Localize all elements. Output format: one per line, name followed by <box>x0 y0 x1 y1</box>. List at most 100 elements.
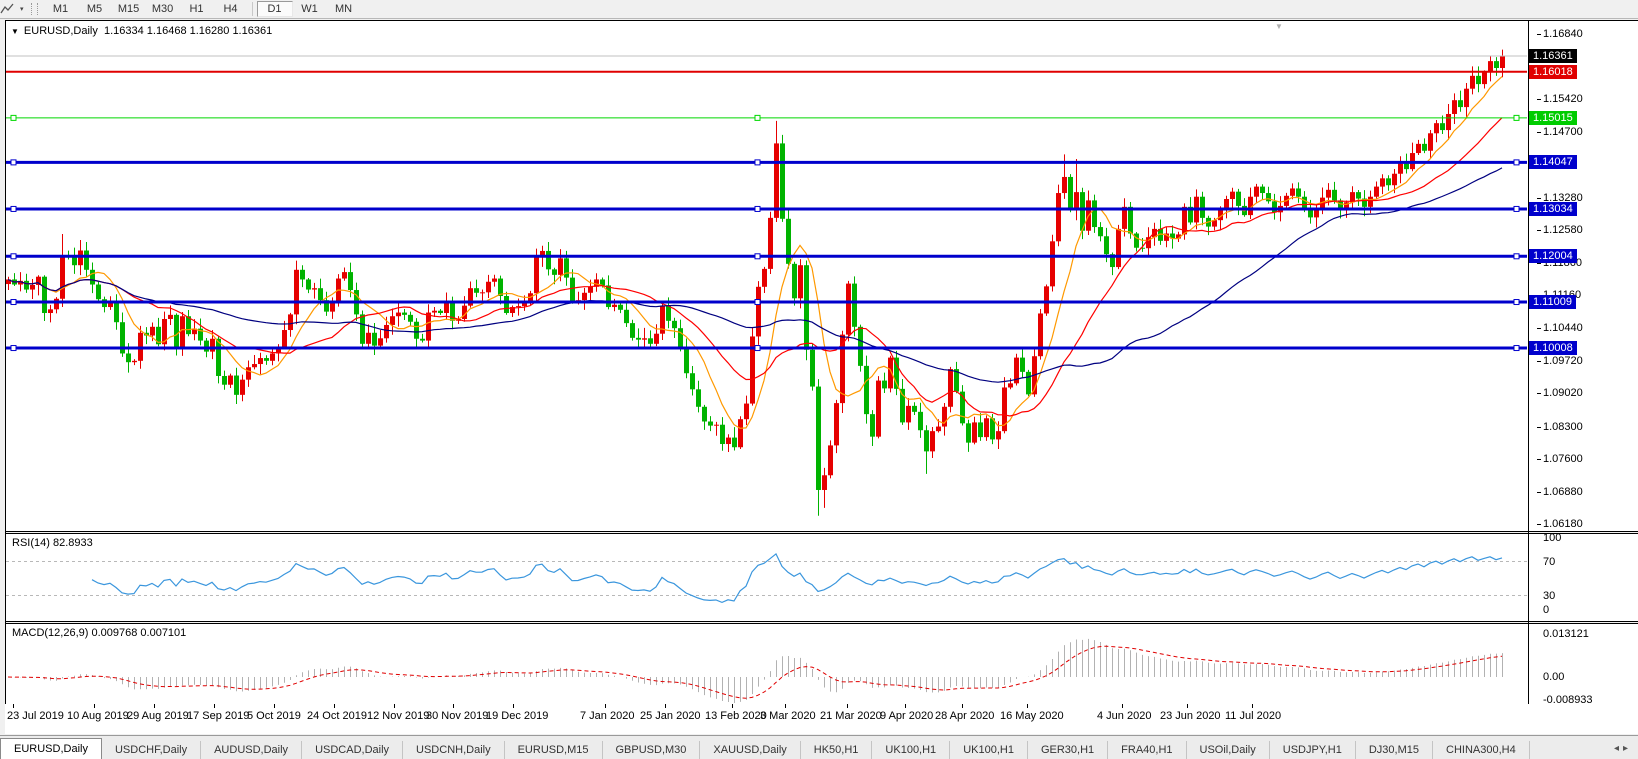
timeframe-button-MN[interactable]: MN <box>334 3 353 15</box>
price-tick-label: 1.09720 <box>1543 355 1583 368</box>
chart-tab-GER30-H1[interactable]: GER30,H1 <box>1028 741 1109 759</box>
date-tick <box>274 704 275 708</box>
timeframe-button-D1[interactable]: D1 <box>256 1 293 17</box>
price-tick <box>1537 132 1541 134</box>
panel-divider[interactable] <box>6 621 1638 622</box>
chart-tab-CHINA300-H4[interactable]: CHINA300,H4 <box>1433 741 1530 759</box>
date-label: 28 Apr 2020 <box>935 710 995 722</box>
chart-tab-UK100-H1[interactable]: UK100,H1 <box>872 741 951 759</box>
chart-tab-EURUSD-M15[interactable]: EURUSD,M15 <box>505 741 603 759</box>
line-anchor-handle[interactable] <box>754 114 761 121</box>
rsi-label: RSI(14) 82.8933 <box>12 537 93 549</box>
line-anchor-handle[interactable] <box>1513 205 1520 212</box>
toolbar-dropdown-icon[interactable]: ▾ <box>20 6 24 13</box>
date-tick <box>785 704 786 708</box>
line-anchor-handle[interactable] <box>10 205 17 212</box>
date-tick <box>1027 704 1028 708</box>
price-tick <box>1537 262 1541 264</box>
date-tick <box>962 704 963 708</box>
chart-tab-USDJPY-H1[interactable]: USDJPY,H1 <box>1270 741 1356 759</box>
date-tick <box>1252 704 1253 708</box>
line-anchor-handle[interactable] <box>1513 345 1520 352</box>
date-axis[interactable]: 23 Jul 2019 10 Aug 2019 29 Aug 2019 17 Sep … <box>5 704 1638 734</box>
current-price-label: 1.16361 <box>1529 49 1577 64</box>
date-label: 30 Nov 2019 <box>426 710 489 722</box>
timeframe-button-M15[interactable]: M15 <box>117 3 140 15</box>
panel-divider[interactable] <box>6 531 1638 532</box>
chart-tab-HK50-H1[interactable]: HK50,H1 <box>801 741 873 759</box>
line-studies-icon[interactable] <box>0 1 20 17</box>
line-anchor-handle[interactable] <box>754 253 761 260</box>
date-tick <box>334 704 335 708</box>
chart-tab-FRA40-H1[interactable]: FRA40,H1 <box>1108 741 1187 759</box>
line-anchor-handle[interactable] <box>10 114 17 121</box>
chart-tab-GBPUSD-M30[interactable]: GBPUSD,M30 <box>603 741 701 759</box>
chart-tab-DJ30-M15[interactable]: DJ30,M15 <box>1356 741 1433 759</box>
price-tick <box>1537 426 1541 428</box>
chart-tab-XAUUSD-Daily[interactable]: XAUUSD,Daily <box>700 741 801 759</box>
date-tick <box>513 704 514 708</box>
price-tick-label: 1.10440 <box>1543 322 1583 335</box>
timeframe-toolbar: ▾ M1 M5 M15 M30 H1 H4 D1 W1 MN <box>0 0 1638 19</box>
price-tick <box>1537 491 1541 493</box>
toolbar-grip-handle[interactable] <box>30 3 38 15</box>
panel-divider[interactable] <box>6 533 1638 534</box>
date-label: 3 Mar 2020 <box>760 710 816 722</box>
line-anchor-handle[interactable] <box>754 205 761 212</box>
line-anchor-handle[interactable] <box>1513 253 1520 260</box>
line-anchor-handle[interactable] <box>1513 159 1520 166</box>
price-tick-label: 1.15420 <box>1543 93 1583 106</box>
date-tick <box>665 704 666 708</box>
line-anchor-handle[interactable] <box>10 159 17 166</box>
chart-shift-marker-icon[interactable]: ▼ <box>1275 22 1283 31</box>
chart-tab-EURUSD-Daily[interactable]: EURUSD,Daily <box>0 738 102 759</box>
chart-tab-USDCHF-Daily[interactable]: USDCHF,Daily <box>102 741 202 759</box>
rsi-chart[interactable] <box>6 534 1528 621</box>
chart-tab-USDCNH-Daily[interactable]: USDCNH,Daily <box>403 741 505 759</box>
price-tick-label: 1.09020 <box>1543 387 1583 400</box>
macd-axis-label: 0.013121 <box>1543 627 1589 640</box>
macd-histogram <box>14 638 1503 703</box>
timeframe-button-M5[interactable]: M5 <box>86 3 103 15</box>
ma-50-line[interactable] <box>7 167 1503 383</box>
price-tick-label: 1.06880 <box>1543 485 1583 498</box>
chart-tab-USDCAD-Daily[interactable]: USDCAD,Daily <box>302 741 404 759</box>
timeframe-button-H4[interactable]: H4 <box>223 3 238 15</box>
macd-chart[interactable] <box>6 624 1528 704</box>
chart-tab-AUDUSD-Daily[interactable]: AUDUSD,Daily <box>201 741 303 759</box>
timeframe-button-W1[interactable]: W1 <box>301 3 318 15</box>
candlestick-chart[interactable] <box>6 23 1528 531</box>
line-anchor-handle[interactable] <box>10 253 17 260</box>
panel-divider[interactable] <box>6 623 1638 624</box>
symbol-dropdown-icon[interactable]: ▼ <box>11 27 19 36</box>
date-label: 24 Oct 2019 <box>307 710 367 722</box>
chart-title-text: EURUSD,Daily 1.16334 1.16468 1.16280 1.1… <box>23 25 273 37</box>
price-tick <box>1537 361 1541 363</box>
line-anchor-handle[interactable] <box>1513 114 1520 121</box>
date-label: 13 Feb 2020 <box>705 710 767 722</box>
line-anchor-handle[interactable] <box>10 299 17 306</box>
timeframe-button-M30[interactable]: M30 <box>151 3 174 15</box>
tab-scroll-next-icon[interactable]: ▸ <box>1622 742 1632 754</box>
chart-tab-UK100-H1[interactable]: UK100,H1 <box>950 741 1028 759</box>
line-anchor-handle[interactable] <box>1513 299 1520 306</box>
date-label: 11 Jul 2020 <box>1225 710 1282 722</box>
timeframe-buttons: M1 M5 M15 M30 H1 H4 D1 W1 MN <box>44 1 361 17</box>
timeframe-button-M1[interactable]: M1 <box>52 3 69 15</box>
rsi-axis-label: 30 <box>1543 589 1556 602</box>
date-label: 17 Sep 2019 <box>187 710 250 722</box>
line-anchor-handle[interactable] <box>754 299 761 306</box>
ma-8-line[interactable] <box>7 76 1503 429</box>
line-anchor-handle[interactable] <box>10 345 17 352</box>
chart-window[interactable]: ▼ EURUSD,Daily 1.16334 1.16468 1.16280 1.… <box>5 20 1638 706</box>
tab-scroll-prev-icon[interactable]: ◂ <box>1613 742 1623 754</box>
line-anchor-handle[interactable] <box>754 345 761 352</box>
timeframe-button-H1[interactable]: H1 <box>189 3 204 15</box>
date-label: 21 Mar 2020 <box>820 710 882 722</box>
date-label: 23 Jun 2020 <box>1160 710 1221 722</box>
chart-tab-USOil-Daily[interactable]: USOil,Daily <box>1187 741 1270 759</box>
date-label: 5 Oct 2019 <box>247 710 301 722</box>
line-anchor-handle[interactable] <box>754 159 761 166</box>
date-tick <box>394 704 395 708</box>
price-tick <box>1537 393 1541 395</box>
